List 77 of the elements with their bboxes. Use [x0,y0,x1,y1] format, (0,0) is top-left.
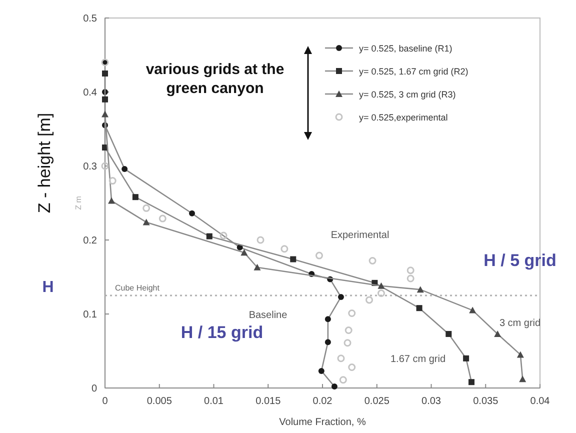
text: H [42,279,54,296]
point [324,316,331,322]
point [256,236,264,244]
x-tick-label: 0.02 [312,396,333,407]
point [240,249,248,256]
point [101,162,109,170]
point [254,264,261,270]
point [280,245,288,253]
point [416,286,424,293]
point [108,177,116,185]
x-tick-label: 0.005 [146,396,172,407]
point [315,252,323,260]
point [318,368,324,374]
point [132,194,138,200]
point [446,330,452,337]
point [366,296,374,304]
annotation: H / 5 grid [484,251,556,270]
point [102,96,108,102]
legend-label: y= 0.525,experimental [359,112,448,122]
point [337,354,345,362]
x-tick-label: 0.025 [364,396,390,407]
point [516,351,524,358]
text: various grids at the green canyon [146,61,284,97]
point [189,210,195,216]
point [416,305,422,312]
x-tick-label: 0.03 [422,396,442,407]
point [494,330,502,337]
point [206,233,212,240]
point [378,282,385,289]
point [142,204,150,212]
point [338,294,344,300]
point [324,339,331,346]
point [344,339,352,347]
y-tick-label: 0.4 [83,88,98,98]
point [519,376,526,382]
point [348,310,356,318]
point [108,197,116,204]
x-tick-label: 0.01 [204,396,224,407]
point [344,326,352,334]
point [220,232,228,240]
point [406,274,414,282]
point [468,379,474,386]
point [469,306,476,314]
annotation: H / 15 grid [180,323,264,342]
y-tick-label: 0.2 [83,236,98,246]
point [331,384,338,390]
point [348,364,356,372]
legend-label: y= 0.525, baseline (R1) [359,44,452,54]
annotation: Baseline [248,310,288,321]
legend-label: y= 0.525, 1.67 cm grid (R2) [359,66,468,76]
text: Z m [74,196,83,210]
point [122,166,128,172]
point [339,376,347,384]
point [142,218,150,226]
point [158,214,166,222]
y-tick-label: 0 [91,384,98,394]
y-axis-title: Z - height [m] [35,112,54,214]
point [377,290,385,298]
annotation: Experimental [330,230,390,241]
x-axis-title: Volume Fraction, % [279,417,366,428]
point [290,256,296,262]
y-tick-label: 0.5 [83,14,98,24]
annotation: 3 cm grid [499,318,541,329]
annotation: 1.67 cm grid [390,354,446,365]
x-tick-label: 0 [102,396,108,407]
y-tick-label: 0.3 [83,162,98,172]
point [102,110,108,118]
point [368,256,376,264]
point [463,355,470,362]
x-tick-label: 0.04 [530,396,550,407]
legend-label: y= 0.525, 3 cm grid (R3) [359,90,456,100]
ref-line-label: Cube Height [115,284,160,292]
point [102,70,108,76]
y-tick-label: 0.1 [83,310,98,320]
x-tick-label: 0.035 [473,396,499,407]
x-tick-label: 0.015 [256,396,282,407]
point [406,266,414,274]
